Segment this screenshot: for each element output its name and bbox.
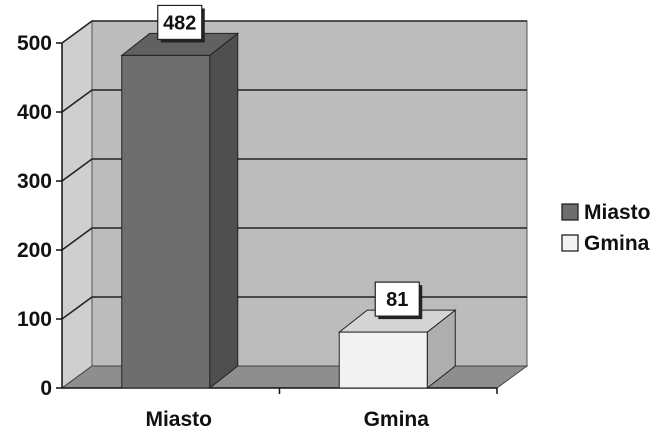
gridline [61, 20, 527, 44]
y-tick-label: 100 [17, 308, 52, 331]
gridline [61, 158, 527, 182]
x-label-gmina: Gmina [364, 408, 430, 430]
y-tick-label: 400 [17, 101, 52, 124]
data-label-gmina: 81 [386, 289, 408, 311]
legend: Miasto Gmina [561, 201, 651, 255]
gridline [61, 227, 527, 251]
bars: 482 81 [120, 4, 457, 390]
y-tick-label: 0 [40, 377, 52, 400]
x-label-miasto: Miasto [145, 408, 212, 430]
bar-gmina [338, 331, 428, 389]
gridline [61, 89, 527, 113]
data-label-box [157, 4, 203, 41]
data-label-box [374, 281, 420, 317]
y-tick-label: 200 [17, 239, 52, 262]
side-wall [61, 20, 93, 389]
legend-label-gmina: Gmina [584, 232, 650, 255]
bar-miasto [121, 54, 211, 389]
y-tick-label: 500 [17, 32, 52, 55]
bar-side-miasto [209, 32, 239, 390]
legend-label-miasto: Miasto [584, 201, 651, 224]
x-axis-labels: Miasto Gmina [145, 388, 498, 430]
y-tick-label: 300 [17, 170, 52, 193]
data-label-miasto: 482 [163, 12, 196, 34]
legend-swatch-gmina [561, 234, 579, 252]
legend-swatch-miasto [561, 203, 579, 221]
y-axis-ticks: 0 100 200 300 400 500 [17, 32, 62, 400]
